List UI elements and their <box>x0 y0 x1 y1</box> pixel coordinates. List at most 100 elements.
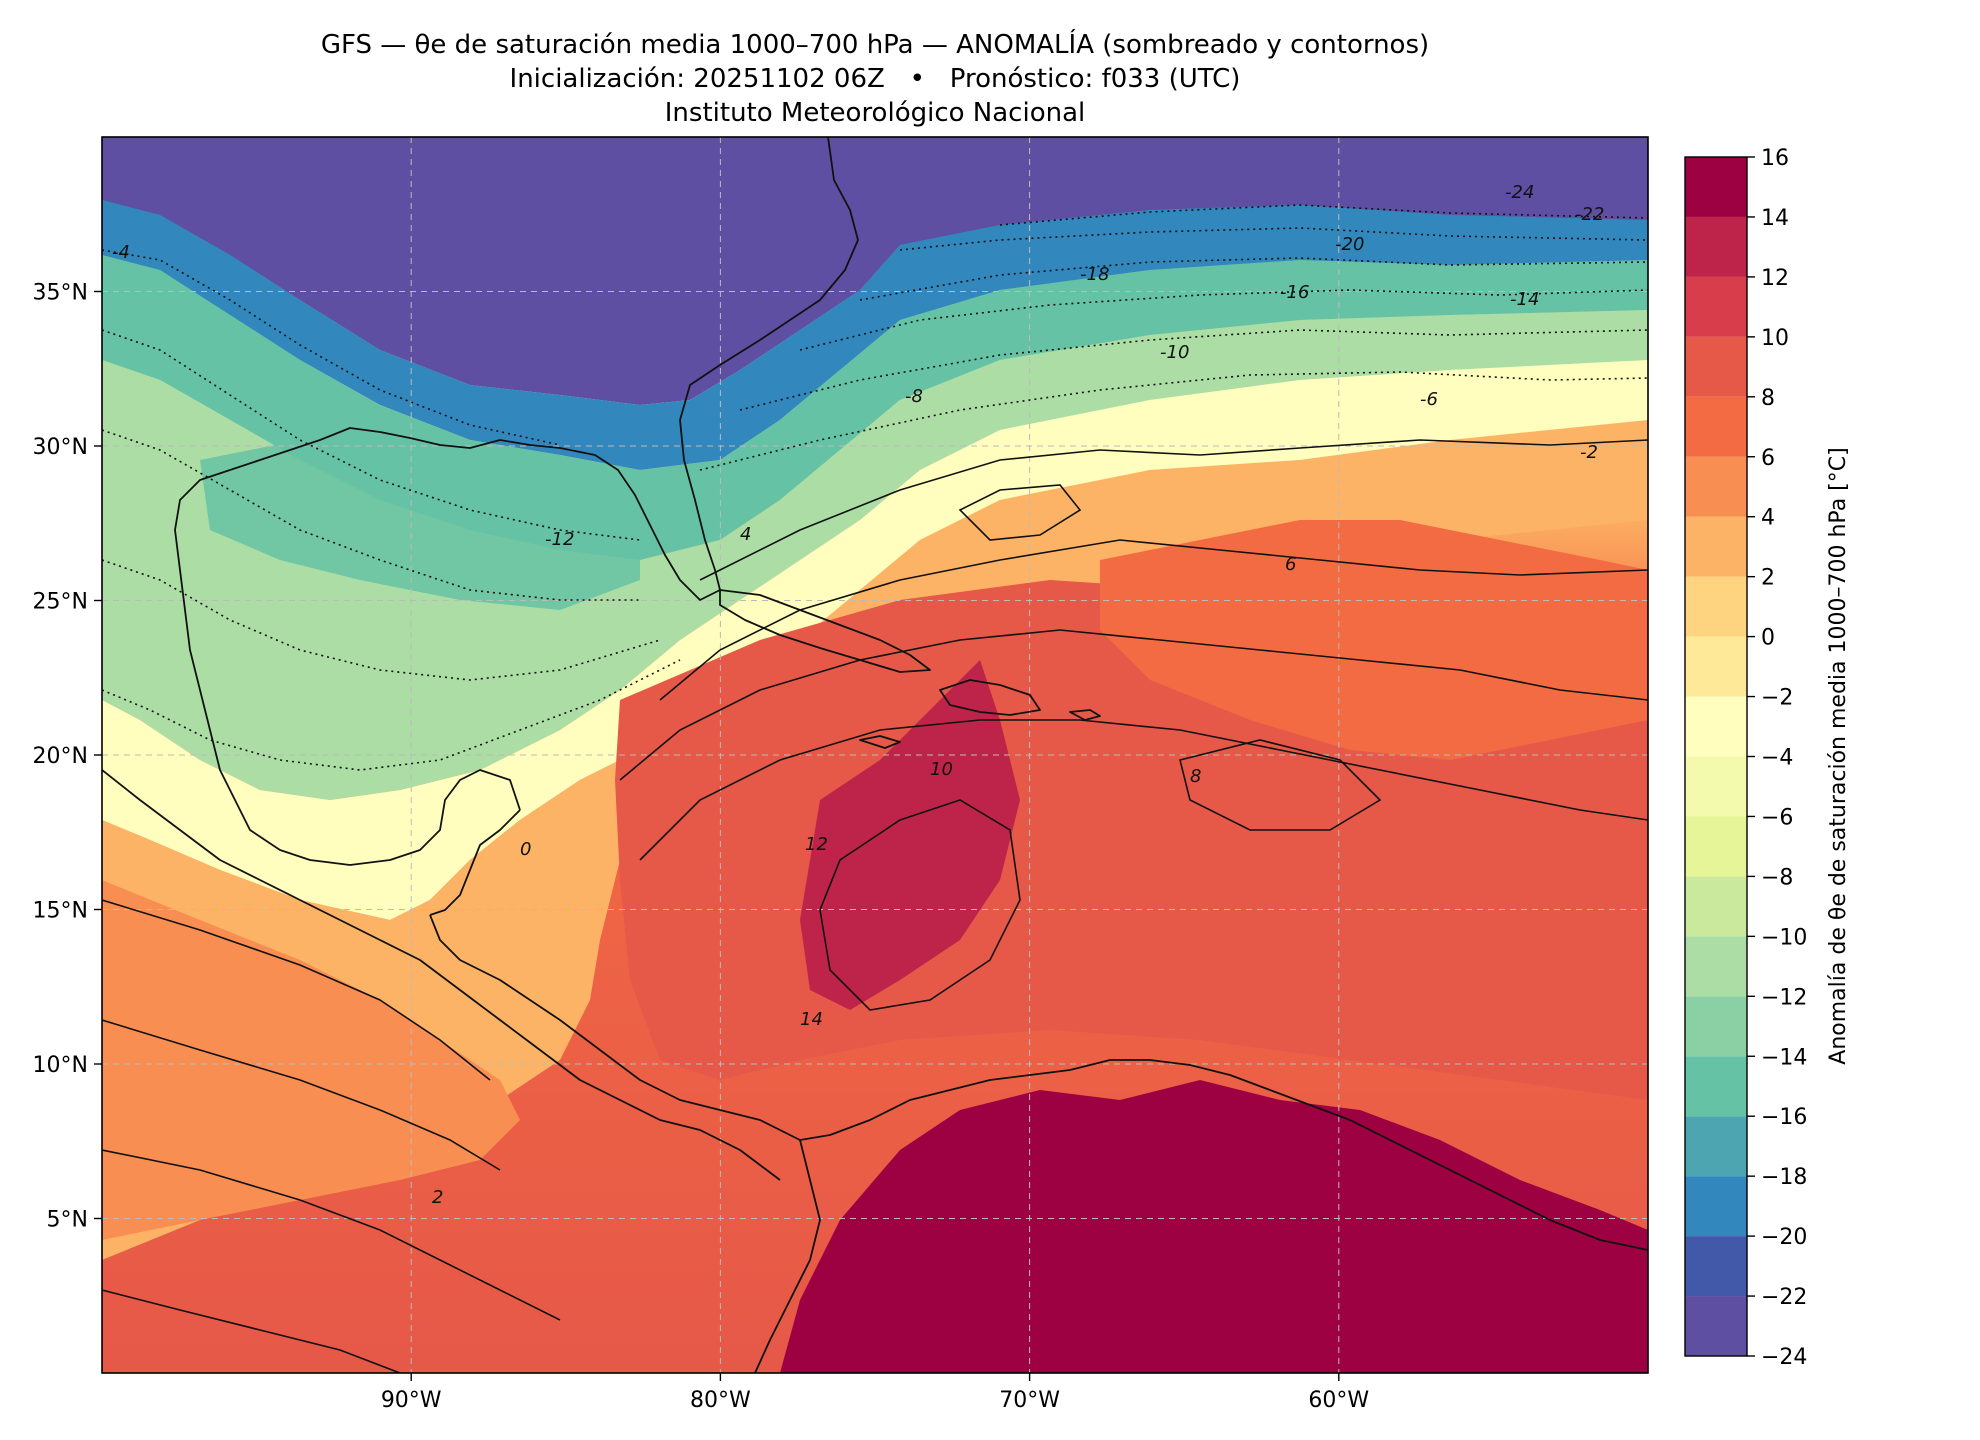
y-tick-label: 5°N <box>47 1208 88 1233</box>
latitude-axis: 35°N 30°N 25°N 20°N 15°N 10°N 5°N <box>33 281 102 1233</box>
contour-label: 2 <box>432 1187 443 1208</box>
contour-line <box>1179 739 1382 831</box>
map-gridlines <box>102 137 1648 1373</box>
colorbar-segment <box>1685 1056 1747 1117</box>
colorbar-segment <box>1685 1176 1747 1237</box>
colorbar-segment <box>1685 1236 1747 1297</box>
contour-label: 4 <box>740 524 751 545</box>
colorbar-segment <box>1685 936 1747 997</box>
colorbar-tick-label: 10 <box>1761 326 1789 351</box>
map-subtitle: Inicialización: 20251102 06Z • Pronóstic… <box>100 62 1650 96</box>
colorbar-segment <box>1685 216 1747 277</box>
contour-label: 10 <box>930 759 953 780</box>
deep-blue-band <box>102 200 1648 470</box>
contour-line <box>102 249 561 446</box>
colorbar-tick-label: 2 <box>1761 566 1775 591</box>
map-title: GFS — θe de saturación media 1000–700 hP… <box>320 30 1430 60</box>
contour-label: -8 <box>905 386 923 407</box>
contour-line <box>102 899 491 1081</box>
colorbar-segment <box>1685 876 1747 937</box>
pacific-warm-region <box>102 880 520 1240</box>
y-tick-label: 15°N <box>33 899 88 924</box>
y-tick-label: 10°N <box>33 1053 88 1078</box>
x-tick-label: 60°W <box>1308 1388 1369 1413</box>
colorbar-tick-label: −8 <box>1761 865 1793 890</box>
contour-line <box>699 371 1648 471</box>
colorbar-tick-label: −10 <box>1761 925 1807 950</box>
y-tick-label: 20°N <box>33 744 88 769</box>
x-tick-label: 70°W <box>999 1388 1060 1413</box>
colorbar-segment <box>1685 516 1747 577</box>
gulf-teal-core <box>200 440 640 610</box>
colorbar-label: Anomalía de θe de saturación media 1000–… <box>1826 447 1851 1064</box>
colorbar-tick-label: 8 <box>1761 386 1775 411</box>
colorbar-tick-label: −20 <box>1761 1225 1807 1250</box>
colorbar-tick-label: −4 <box>1761 746 1793 771</box>
south-america-hot-region <box>780 1080 1648 1373</box>
contour-label: 14 <box>800 1009 823 1030</box>
colorbar-segment <box>1685 1296 1747 1356</box>
northern-cold-band <box>102 137 1648 405</box>
colorbar-tick-label: −12 <box>1761 985 1807 1010</box>
colorbar-segment <box>1685 456 1747 517</box>
colorbar-segment <box>1685 157 1747 217</box>
contour-line <box>102 1019 501 1171</box>
contour-line <box>102 559 661 681</box>
colorbar: −24−22−20−18−16−14−12−10−8−6−4−202468101… <box>1685 146 1807 1370</box>
forecast-label: Pronóstico: f033 (UTC) <box>949 64 1241 94</box>
contour-label: 12 <box>805 834 828 855</box>
coastlines <box>102 137 1648 1373</box>
y-tick-label: 35°N <box>33 281 88 306</box>
x-tick-label: 90°W <box>381 1388 442 1413</box>
caribbean-hot-core <box>800 660 1020 1010</box>
yucatan-coast <box>429 809 521 916</box>
institution-label: Instituto Meteorológico Nacional <box>664 98 1086 128</box>
south-america-north-coast <box>799 1059 1648 1251</box>
cuba-outline <box>719 589 931 673</box>
contour-line <box>699 439 1648 581</box>
colorbar-tick-label: −6 <box>1761 805 1793 830</box>
title-block: GFS — θe de saturación media 1000–700 hP… <box>100 28 1650 130</box>
longitude-axis: 90°W 80°W 70°W 60°W <box>381 1373 1369 1413</box>
contour-line <box>899 227 1648 251</box>
y-tick-label: 30°N <box>33 435 88 460</box>
contour-label: -14 <box>1510 289 1539 310</box>
colorbar-segment <box>1685 336 1747 397</box>
contour-labels: -24 -22 -20 -18 -16 -14 -10 -8 -6 -4 -2 … <box>112 182 1604 1208</box>
colorbar-segment <box>1685 816 1747 877</box>
contour-label: -24 <box>1505 182 1534 203</box>
anomaly-contours <box>102 204 1648 1373</box>
gulf-coast <box>174 427 596 866</box>
contour-label: 6 <box>1285 554 1296 575</box>
hispaniola-outline <box>939 679 1041 716</box>
colorbar-segment <box>1685 276 1747 337</box>
contour-line <box>102 1289 401 1373</box>
colorbar-tick-label: 4 <box>1761 506 1775 531</box>
colorbar-tick-label: −18 <box>1761 1165 1807 1190</box>
colorbar-tick-label: −14 <box>1761 1045 1807 1070</box>
colorbar-tick-label: −2 <box>1761 686 1793 711</box>
contour-label: -4 <box>112 242 130 263</box>
orange-tropics <box>102 420 1648 1260</box>
y-tick-label: 25°N <box>33 590 88 615</box>
colorbar-tick-label: 6 <box>1761 446 1775 471</box>
x-tick-label: 80°W <box>690 1388 751 1413</box>
colorbar-tick-label: 16 <box>1761 146 1789 171</box>
contour-line <box>102 429 640 601</box>
contour-label: 0 <box>520 839 531 860</box>
central-america-caribbean-coast <box>429 914 801 1141</box>
contour-line <box>619 629 1648 781</box>
contour-line <box>958 484 1082 541</box>
colorbar-tick-label: −22 <box>1761 1285 1807 1310</box>
colorbar-segment <box>1685 636 1747 697</box>
atlantic-warm-region <box>1100 520 1648 760</box>
contour-label: -20 <box>1335 234 1364 255</box>
init-label: Inicialización: 20251102 06Z <box>509 64 885 94</box>
contour-label: 8 <box>1190 766 1201 787</box>
contour-label: -22 <box>1575 204 1604 225</box>
colorbar-segment <box>1685 996 1747 1057</box>
puerto-rico-outline <box>1069 709 1101 721</box>
colorbar-tick-label: −24 <box>1761 1345 1807 1370</box>
colorbar-frame <box>1684 156 1748 1357</box>
